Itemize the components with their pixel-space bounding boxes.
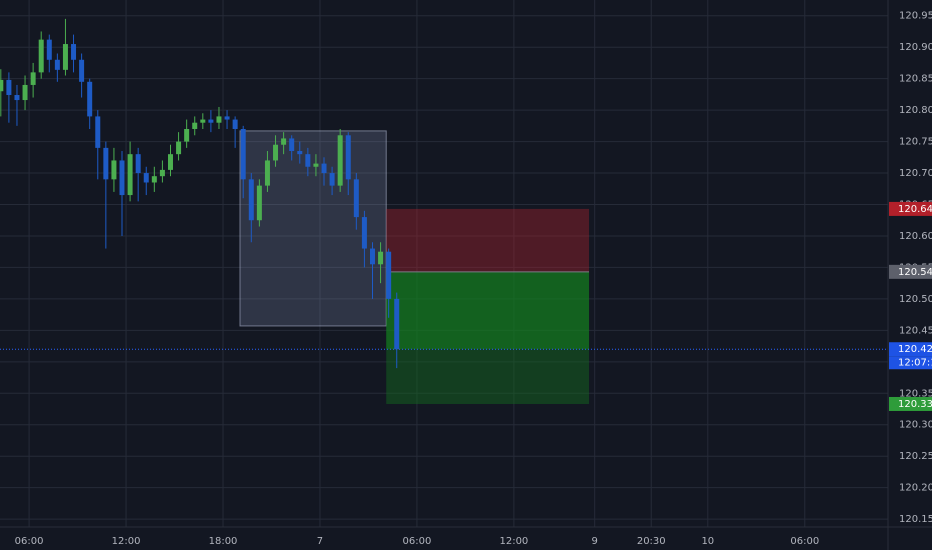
y-tick-label: 120.350: [899, 388, 932, 399]
candle-body: [14, 95, 20, 101]
candle-body: [297, 151, 303, 155]
candle-body: [151, 176, 157, 183]
candle-body: [22, 84, 28, 101]
candle-body: [6, 79, 12, 96]
candle-body: [192, 122, 198, 129]
candle-body: [329, 173, 335, 186]
candle-body: [95, 116, 101, 148]
target-badge: [889, 396, 932, 411]
candle-body: [200, 119, 206, 123]
candle-body: [135, 154, 141, 174]
candle-body: [167, 154, 173, 170]
candle-body: [394, 298, 400, 350]
stop-badge: [889, 201, 932, 216]
candle-body: [119, 160, 125, 196]
candle-body: [353, 179, 359, 218]
candle-body: [378, 251, 384, 265]
entry-badge: [889, 264, 932, 279]
y-tick-label: 120.600: [899, 231, 932, 242]
y-tick-label: 120.750: [899, 137, 932, 148]
candle-body: [216, 116, 222, 123]
x-tick-label: 06:00: [15, 536, 44, 547]
y-tick-label: 120.700: [899, 168, 932, 179]
y-tick-label: 120.150: [899, 514, 932, 525]
candle-body: [176, 141, 182, 155]
candle-body: [184, 128, 190, 142]
y-tick-label: 120.800: [899, 105, 932, 116]
candle-body: [313, 163, 319, 167]
candle-body: [208, 119, 214, 123]
x-tick-label: 9: [592, 536, 598, 547]
candle-body: [62, 44, 68, 70]
candle-body: [103, 147, 109, 180]
candle-body: [127, 154, 133, 196]
candle-body: [337, 135, 343, 186]
target-label: 120.333: [898, 399, 932, 410]
candle-body: [79, 59, 85, 82]
candle-body: [264, 160, 270, 186]
y-tick-label: 120.950: [899, 11, 932, 22]
candle-body: [232, 119, 238, 129]
candle-body: [305, 154, 311, 167]
candle-body: [54, 59, 60, 70]
y-tick-label: 120.900: [899, 42, 932, 53]
countdown: 12:07:16: [898, 358, 932, 369]
candle-body: [386, 251, 392, 299]
candle-body: [256, 185, 262, 221]
candle-body: [289, 138, 295, 152]
candle-body: [240, 128, 246, 180]
candle-body: [30, 72, 36, 85]
stop-label: 120.643: [898, 204, 932, 215]
candle-body: [71, 44, 77, 60]
y-tick-label: 120.200: [899, 483, 932, 494]
last-price-badge: [889, 342, 932, 357]
candle-body: [111, 160, 117, 180]
candle-body: [345, 135, 351, 180]
candle-body: [369, 248, 375, 265]
y-tick-label: 120.450: [899, 325, 932, 336]
candle-body: [0, 79, 4, 92]
last-price-label: 120.420: [898, 344, 932, 355]
x-tick-label: 06:00: [790, 536, 819, 547]
stop-zone: [386, 208, 590, 272]
candle-body: [281, 138, 287, 145]
candle-body: [143, 173, 149, 183]
y-tick-label: 120.850: [899, 74, 932, 85]
candle-body: [159, 169, 165, 177]
candle-body: [46, 39, 52, 60]
candle-body: [87, 81, 93, 117]
entry-label: 120.543: [898, 267, 932, 278]
x-tick-label: 10: [701, 536, 714, 547]
candle-body: [273, 144, 279, 161]
y-tick-label: 120.500: [899, 294, 932, 305]
candle-body: [248, 179, 254, 221]
candle-body: [361, 217, 367, 249]
x-tick-label: 20:30: [637, 536, 666, 547]
y-tick-label: 120.250: [899, 451, 932, 462]
x-tick-label: 7: [317, 536, 323, 547]
countdown-badge: [889, 356, 932, 370]
x-tick-label: 12:00: [499, 536, 528, 547]
filled-zone: [386, 271, 590, 350]
range-box: [239, 130, 387, 327]
y-tick-label: 120.300: [899, 420, 932, 431]
candle-body: [224, 116, 230, 120]
target-zone: [386, 271, 590, 404]
candle-body: [38, 39, 44, 73]
x-tick-label: 06:00: [403, 536, 432, 547]
x-tick-label: 12:00: [112, 536, 141, 547]
x-tick-label: 18:00: [209, 536, 238, 547]
candle-body: [321, 163, 327, 174]
